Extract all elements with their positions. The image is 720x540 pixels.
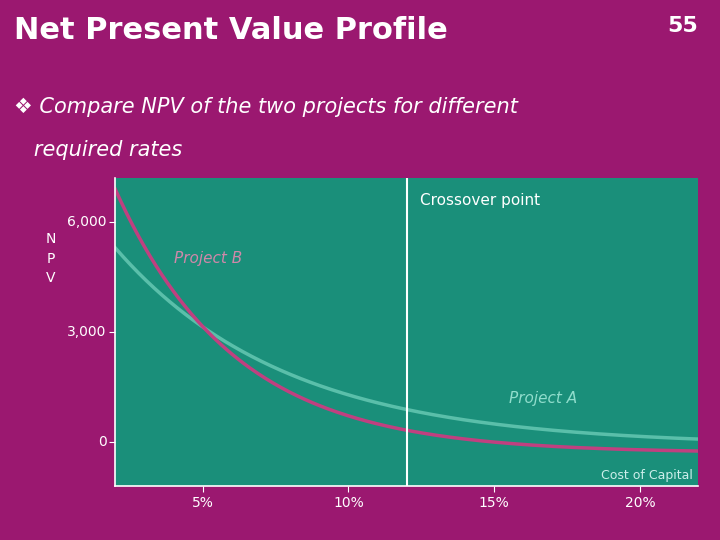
Text: Project A: Project A — [509, 390, 577, 406]
Text: 0: 0 — [98, 435, 107, 449]
Text: Crossover point: Crossover point — [420, 193, 540, 208]
Text: Project B: Project B — [174, 251, 242, 266]
Text: required rates: required rates — [14, 140, 183, 160]
Text: N
P
V: N P V — [46, 232, 56, 285]
Text: 3,000: 3,000 — [67, 325, 107, 339]
Text: 6,000: 6,000 — [67, 215, 107, 229]
Text: Net Present Value Profile: Net Present Value Profile — [14, 16, 448, 45]
Text: Cost of Capital: Cost of Capital — [600, 469, 693, 482]
Text: ❖ Compare NPV of the two projects for different: ❖ Compare NPV of the two projects for di… — [14, 97, 518, 117]
Text: 55: 55 — [667, 16, 698, 36]
